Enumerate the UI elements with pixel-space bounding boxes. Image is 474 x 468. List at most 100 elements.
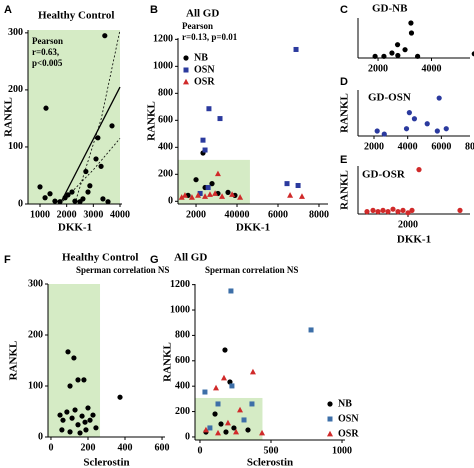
y-tick-label: 1000: [170, 304, 190, 315]
y-axis-label: RANKL: [3, 97, 15, 137]
data-point: [400, 207, 406, 213]
legend-label: NB: [338, 398, 352, 409]
data-point: [60, 417, 66, 423]
data-point: [380, 207, 386, 213]
x-tick-label: 3000: [83, 209, 103, 220]
data-point: [370, 207, 376, 213]
y-tick-label: 400: [158, 142, 173, 153]
data-point: [105, 199, 111, 205]
data-point: [402, 47, 408, 53]
data-point: [65, 192, 71, 198]
y-tick-label: 0: [168, 196, 173, 207]
x-tick-label: 2000: [57, 209, 77, 220]
x-tick-label: 8000: [465, 141, 474, 152]
data-point: [220, 374, 227, 381]
legend-label: OSR: [338, 428, 359, 439]
y-tick-label: 300: [8, 27, 23, 38]
x-axis-label: DKK-1: [236, 222, 270, 234]
data-point: [229, 383, 235, 389]
x-tick-label: 1000: [30, 209, 50, 220]
data-point: [223, 429, 229, 435]
data-point: [233, 428, 240, 435]
data-point: [72, 407, 78, 413]
data-point: [81, 377, 87, 383]
data-point: [406, 110, 412, 116]
legend-marker: [183, 67, 189, 73]
legend-marker: [183, 55, 189, 61]
data-point: [394, 42, 401, 48]
data-point: [213, 384, 220, 391]
data-point: [117, 394, 123, 400]
x-tick-label: 2000: [398, 219, 418, 230]
data-point: [207, 425, 213, 431]
y-tick-label: 800: [158, 88, 173, 99]
legend-label: OSR: [194, 76, 215, 87]
x-tick-label: 2000: [364, 141, 384, 152]
data-point: [228, 288, 234, 294]
data-point: [75, 422, 81, 428]
chart-title: Healthy Control: [38, 10, 115, 22]
y-tick-label: 600: [158, 115, 173, 126]
data-point: [71, 355, 77, 361]
data-point: [231, 425, 237, 431]
chart-title: Healthy Control: [62, 252, 139, 264]
data-point: [424, 121, 430, 127]
data-point: [85, 189, 91, 195]
data-point: [209, 181, 215, 187]
data-point: [64, 409, 70, 415]
data-point: [193, 177, 199, 183]
data-point: [102, 33, 108, 39]
data-point: [69, 189, 75, 195]
y-axis-label: RANKL: [8, 341, 20, 381]
data-point: [375, 209, 381, 215]
y-axis-label: RANKL: [339, 170, 351, 210]
chart-title: GD-NB: [372, 3, 408, 15]
data-point: [443, 126, 449, 132]
panel-label: D: [340, 76, 348, 88]
data-point: [245, 427, 251, 433]
data-point: [372, 53, 378, 59]
annotation: Sperman correlation NS: [76, 265, 169, 275]
trend-line: [74, 29, 121, 205]
x-tick-label: 0: [48, 442, 53, 453]
data-point: [212, 411, 218, 417]
x-tick-label: 1000: [332, 445, 352, 456]
x-tick-label: 4000: [422, 63, 442, 74]
data-point: [374, 128, 380, 134]
x-tick-label: 2000: [186, 209, 206, 220]
data-point: [87, 183, 93, 189]
data-point: [227, 379, 233, 385]
data-point: [37, 184, 43, 190]
data-point: [67, 383, 73, 389]
data-point: [395, 52, 401, 59]
data-point: [249, 368, 256, 375]
data-point: [364, 209, 370, 215]
data-point: [109, 123, 115, 129]
data-point: [218, 421, 224, 427]
y-tick-label: 300: [28, 278, 43, 289]
data-point: [43, 105, 49, 111]
y-axis-label: RANKL: [146, 101, 158, 141]
trend-line: [59, 86, 121, 205]
data-point: [395, 209, 401, 215]
data-point: [224, 419, 231, 426]
data-point: [67, 429, 73, 435]
data-point: [241, 417, 247, 423]
data-point: [390, 206, 396, 212]
data-point: [381, 53, 387, 59]
y-tick-label: 1200: [170, 279, 190, 290]
data-point: [237, 194, 244, 200]
data-point: [217, 116, 223, 122]
data-point: [77, 430, 83, 436]
data-point: [206, 106, 212, 112]
chart-title: All GD: [186, 8, 219, 20]
x-axis-label: DKK-1: [397, 234, 431, 246]
y-tick-label: 400: [175, 380, 190, 391]
panel-label: A: [4, 4, 12, 16]
chart-title: GD-OSR: [362, 169, 406, 181]
annotation: r=0.63,: [32, 47, 59, 57]
x-axis-label: DKK-1: [58, 222, 92, 234]
data-point: [219, 193, 226, 199]
data-point: [457, 207, 463, 213]
data-point: [308, 327, 314, 333]
